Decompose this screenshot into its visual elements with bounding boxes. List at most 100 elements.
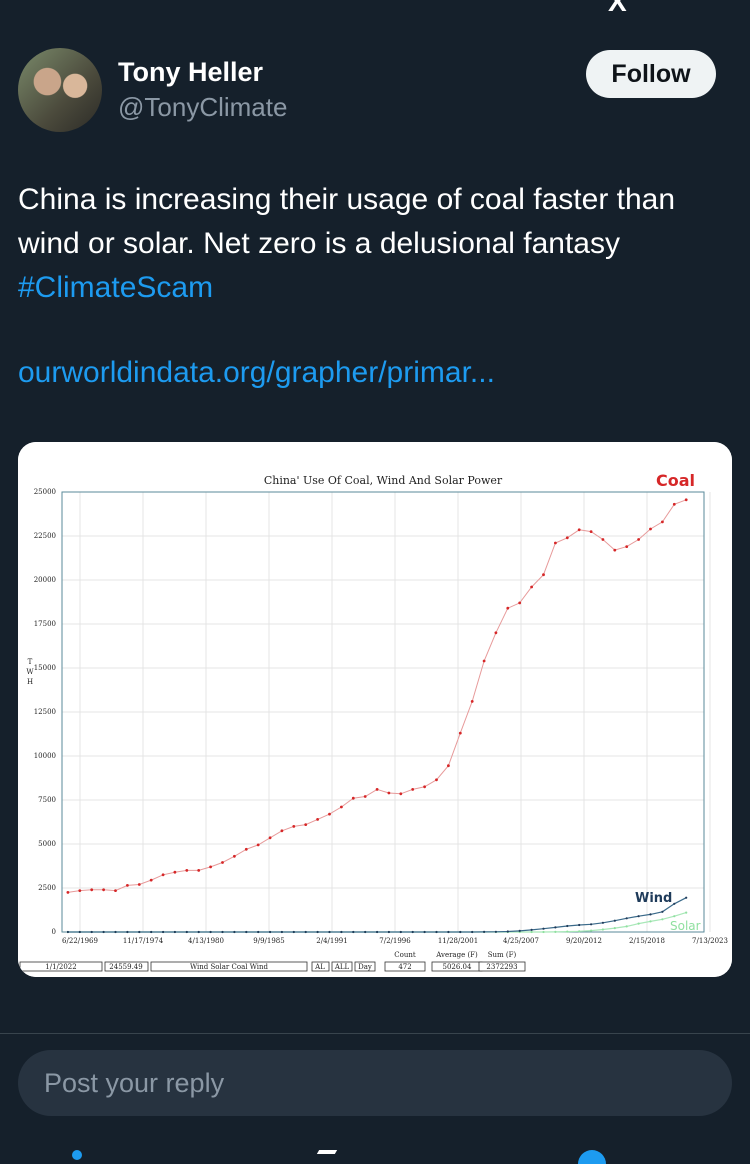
reply-input[interactable] — [42, 1066, 706, 1100]
data-point-wind — [518, 929, 521, 932]
data-point-solar — [530, 930, 533, 934]
footer-value: 24559.49 — [109, 963, 142, 971]
url-link[interactable]: ourworldindata.org/grapher/primar... — [18, 356, 495, 389]
data-point-wind — [269, 930, 272, 934]
data-point-wind — [102, 930, 105, 934]
footer-series: Wind Solar Coal Wind — [190, 963, 269, 971]
notifications-icon[interactable] — [578, 1150, 606, 1164]
series-group — [66, 498, 688, 934]
data-point-wind — [257, 930, 260, 934]
top-cut-glyph: X — [608, 0, 627, 17]
data-point-wind — [221, 930, 224, 934]
footer-al-button[interactable] — [311, 961, 330, 972]
y-axis-label: TWH — [26, 658, 34, 686]
x-tick-label: 4/25/2007 — [503, 937, 539, 945]
data-point-coal — [423, 785, 426, 789]
x-tick-label: 7/13/2023 — [692, 937, 728, 945]
data-point-coal — [173, 870, 177, 874]
data-point-wind — [304, 930, 307, 934]
reply-box[interactable] — [18, 1050, 732, 1116]
compose-icon[interactable] — [316, 1150, 338, 1154]
footer-count-box — [384, 961, 426, 972]
data-point-coal — [494, 631, 498, 635]
data-point-coal — [601, 538, 605, 541]
author-handle[interactable]: @TonyClimate — [118, 92, 288, 122]
data-point-wind — [399, 930, 402, 934]
data-point-coal — [102, 888, 105, 892]
data-point-coal — [78, 889, 82, 892]
data-point-wind — [542, 927, 545, 930]
data-point-wind — [185, 930, 188, 934]
footer-date-box[interactable] — [19, 961, 103, 972]
data-point-wind — [387, 930, 390, 934]
data-point-coal — [387, 791, 391, 795]
data-point-coal — [542, 573, 545, 577]
data-point-solar — [542, 930, 545, 934]
data-point-wind — [685, 896, 688, 899]
data-point-coal — [447, 764, 450, 768]
legend-solar: Solar — [670, 919, 701, 933]
data-point-wind — [352, 930, 355, 934]
data-point-wind — [245, 930, 248, 934]
chart-footer: 1/1/2022 24559.49 Wind Solar Coal Wind A… — [19, 951, 526, 972]
data-point-coal — [137, 883, 141, 886]
data-point-coal — [411, 788, 415, 791]
data-point-coal — [661, 520, 664, 524]
footer-al-label: AL — [314, 963, 325, 971]
data-point-wind — [150, 930, 153, 934]
footer-all-button[interactable] — [331, 961, 353, 972]
data-point-coal — [399, 792, 403, 796]
footer-sum-value: 2372293 — [486, 963, 517, 971]
avatar[interactable] — [18, 48, 102, 132]
x-tick-label: 4/13/1980 — [188, 937, 224, 945]
data-point-wind — [209, 930, 212, 934]
y-label-letter: W — [26, 668, 34, 676]
x-tick-label: 7/2/1996 — [379, 937, 411, 945]
data-point-coal — [589, 530, 593, 533]
data-point-wind — [197, 930, 200, 934]
author-name[interactable]: Tony Heller — [118, 57, 264, 87]
profile-icon[interactable] — [72, 1150, 82, 1160]
x-tick-label: 9/20/2012 — [566, 937, 602, 945]
data-point-coal — [256, 843, 260, 847]
data-point-coal — [351, 796, 355, 800]
data-point-coal — [530, 585, 533, 589]
data-point-wind — [66, 930, 69, 934]
data-point-wind — [566, 924, 569, 928]
footer-value-box[interactable] — [104, 961, 149, 972]
data-point-wind — [590, 923, 593, 926]
footer-series-box[interactable] — [150, 961, 308, 972]
timestamp-cut — [18, 1018, 732, 1032]
data-point-coal — [66, 891, 70, 894]
data-point-wind — [78, 930, 81, 934]
data-point-coal — [161, 873, 165, 877]
data-point-wind — [554, 926, 557, 929]
x-tick-labels: 6/22/1969 11/17/1974 4/13/1980 9/9/1985 2/4/… — [62, 937, 728, 945]
data-point-coal — [244, 847, 248, 851]
data-point-wind — [673, 902, 676, 905]
data-point-wind — [613, 919, 616, 922]
footer-avg-value: 5026.04 — [443, 963, 472, 971]
follow-button[interactable]: Follow — [586, 50, 716, 98]
data-point-coal — [649, 527, 652, 531]
footer-count-value: 472 — [398, 963, 411, 971]
footer-day-label: Day — [358, 963, 372, 971]
data-point-coal — [316, 818, 319, 821]
data-point-coal — [375, 788, 379, 791]
footer-day-button[interactable] — [354, 961, 376, 972]
data-point-wind — [114, 930, 117, 934]
x-tick-label: 11/28/2001 — [438, 937, 478, 945]
tweet-text: China is increasing their usage of coal … — [18, 178, 738, 310]
data-point-wind — [530, 928, 533, 931]
data-point-wind — [90, 930, 93, 934]
data-point-wind — [435, 930, 438, 934]
data-point-coal — [328, 812, 331, 816]
data-point-wind — [423, 930, 426, 934]
chart-image-card[interactable]: China' Use Of Coal, Wind And Solar Power… — [18, 442, 732, 977]
hashtag-link[interactable]: #ClimateScam — [18, 271, 214, 304]
footer-all-label: ALL — [334, 963, 350, 971]
y-tick-label: 22500 — [34, 532, 56, 540]
data-point-coal — [684, 498, 688, 502]
footer-sum-label: Sum (F) — [488, 951, 517, 959]
y-tick-label: 12500 — [34, 708, 56, 716]
